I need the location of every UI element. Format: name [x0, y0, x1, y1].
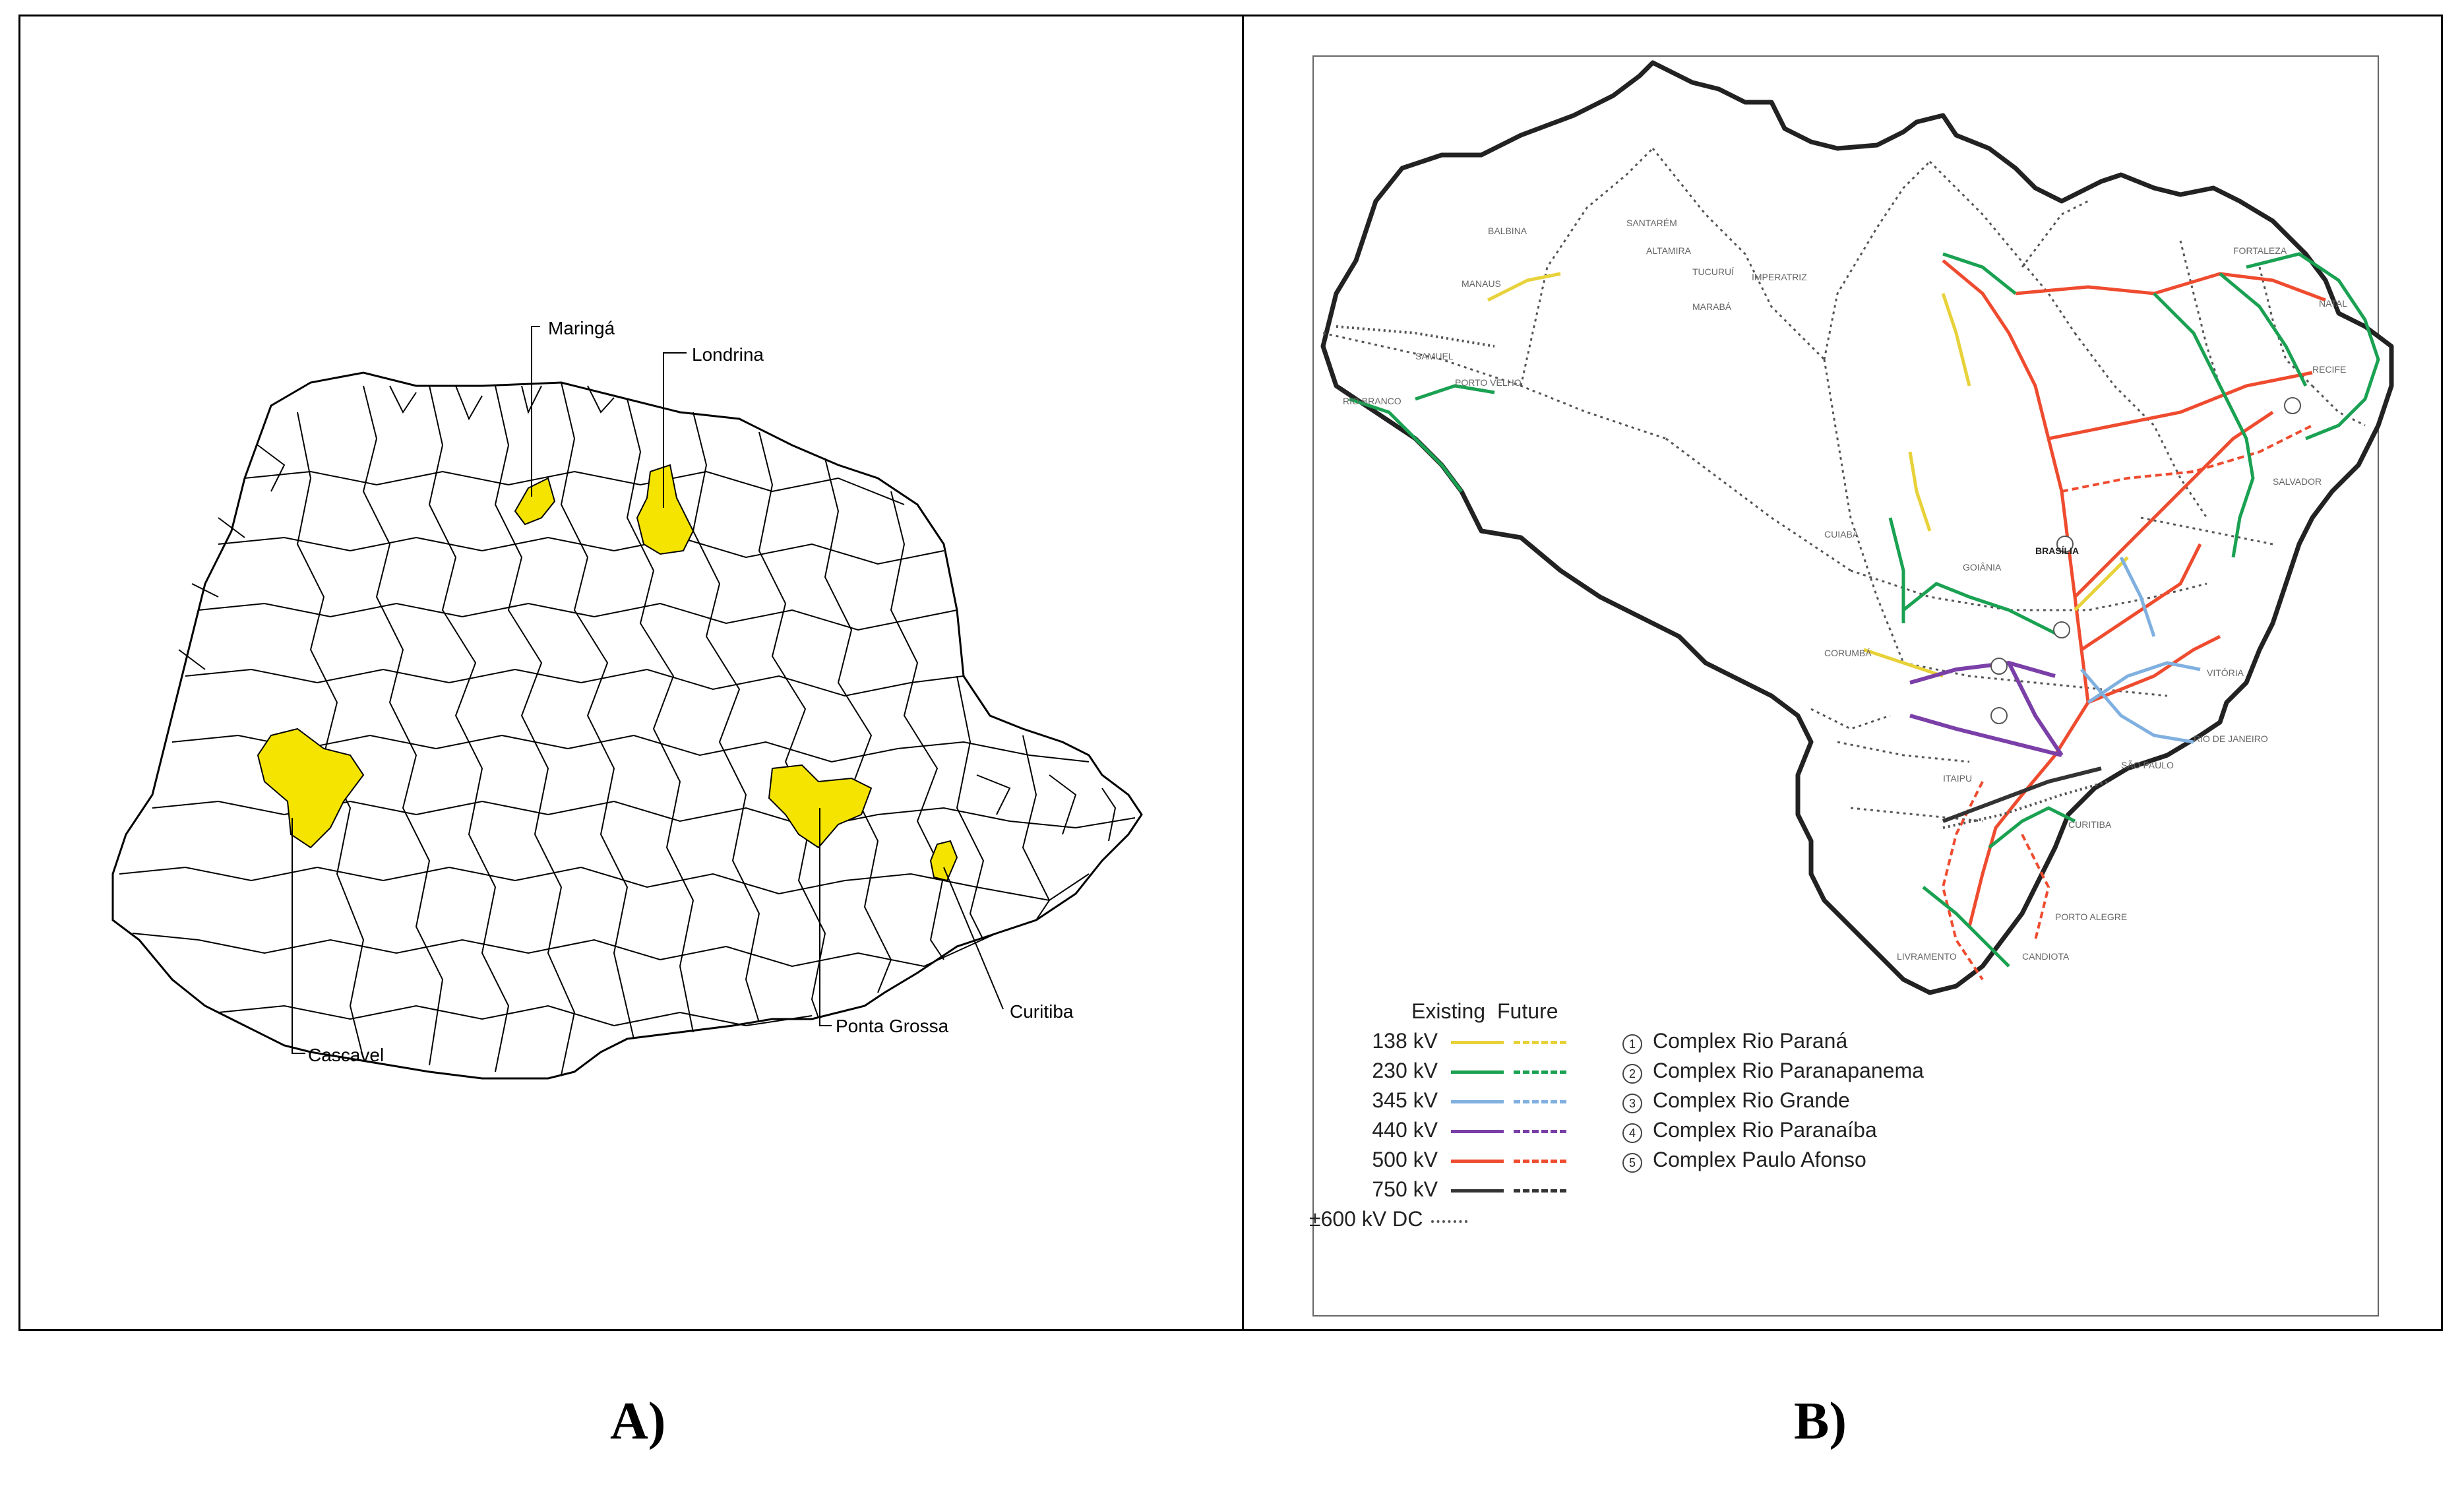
- place-fortaleza: FORTALEZA: [2233, 245, 2287, 256]
- complex-item-4: 4 Complex Rio Paranaíba: [1622, 1118, 1877, 1143]
- brazil-outline: [1320, 60, 2394, 995]
- swatch-future-750: [1514, 1189, 1566, 1193]
- transmission-lines-500kv: [1942, 259, 2326, 927]
- curitiba-highlight: [929, 840, 958, 882]
- place-livramento: LIVRAMENTO: [1897, 951, 1957, 962]
- transmission-lines-600kv-dc: [1336, 325, 2109, 829]
- transmission-lines-750kv: [1942, 766, 2102, 823]
- transmission-lines-500kv-future: [1941, 424, 2313, 981]
- place-manaus: MANAUS: [1462, 278, 1501, 289]
- legend-row-138: 138 kV: [1312, 1029, 1576, 1055]
- place-maraba: MARABÁ: [1692, 301, 1732, 312]
- place-labels: SAMUEL MANAUS BALBINA SANTARÉM ALTAMIRA …: [1343, 218, 2347, 962]
- ponta-grossa-leader: [819, 808, 832, 1026]
- swatch-existing-138: [1451, 1041, 1504, 1044]
- legend-row-440: 440 kV: [1312, 1118, 1576, 1144]
- city-leader-lines: [292, 326, 1004, 1054]
- place-porto-velho: PORTO VELHO: [1455, 377, 1522, 388]
- legend-future-header: Future: [1497, 999, 1558, 1023]
- place-vitoria: VITÓRIA: [2207, 667, 2244, 678]
- place-salvador: SALVADOR: [2273, 476, 2322, 487]
- swatch-existing-440: [1451, 1130, 1504, 1133]
- swatch-future-440: [1514, 1130, 1566, 1133]
- place-cuiaba: CUIABÁ: [1824, 529, 1859, 540]
- complex-number-circle: 5: [1622, 1153, 1642, 1173]
- city-label-curitiba: Curitiba: [1010, 1001, 1074, 1022]
- place-sao-paulo: SÃO PAULO: [2121, 760, 2174, 770]
- legend-row-230: 230 kV: [1312, 1059, 1576, 1085]
- panel-a-map: Maringá Londrina Cascavel Ponta Grossa C…: [111, 318, 1143, 1080]
- place-rio-de-janeiro: RIO DE JANEIRO: [2194, 733, 2268, 744]
- complex-item-3: 3 Complex Rio Grande: [1622, 1088, 1850, 1113]
- place-natal: NATAL: [2319, 298, 2347, 309]
- complex-item-2: 2 Complex Rio Paranapanema: [1622, 1059, 1924, 1084]
- city-label-londrina: Londrina: [692, 344, 764, 365]
- place-brasilia: BRASÍLIA: [2035, 545, 2079, 556]
- complex-item-1: 1 Complex Rio Paraná: [1622, 1029, 1847, 1054]
- londrina-highlight: [636, 464, 694, 555]
- swatch-future-500: [1514, 1160, 1566, 1163]
- panel-a-label: A): [610, 1392, 666, 1450]
- transmission-lines-138kv: [1487, 272, 2129, 678]
- swatch-existing-500: [1451, 1160, 1504, 1163]
- complex-markers: [1990, 397, 2301, 724]
- place-tucurui: TUCURUÍ: [1692, 266, 1734, 277]
- panel-b-inner-frame: [1312, 55, 2379, 1317]
- legend: Existing Future 138 kV 230 kV 345 kV 440…: [1309, 999, 2038, 1250]
- transmission-lines-230kv: [1349, 252, 2380, 968]
- legend-row-600dc: ±600 kV DC: [1309, 1207, 1576, 1233]
- maringa-highlight: [514, 477, 556, 526]
- complex-number-circle: 1: [1622, 1034, 1642, 1054]
- swatch-600dc: [1431, 1220, 1467, 1223]
- legend-row-500: 500 kV: [1312, 1148, 1576, 1174]
- complex-number-circle: 4: [1622, 1123, 1642, 1143]
- city-label-maringa: Maringá: [548, 318, 615, 338]
- highlighted-municipalities: [257, 464, 958, 882]
- cascavel-leader: [292, 818, 305, 1054]
- complex-number-circle: 2: [1622, 1064, 1642, 1084]
- transmission-lines-440kv: [1909, 660, 2064, 757]
- place-recife: RECIFE: [2312, 364, 2346, 375]
- place-balbina: BALBINA: [1488, 226, 1527, 236]
- place-candiota: CANDIOTA: [2022, 951, 2070, 962]
- swatch-future-345: [1514, 1100, 1566, 1103]
- parana-state-outline: [111, 371, 1143, 1080]
- ponta-grossa-highlight: [768, 764, 873, 849]
- figure-frame: [18, 15, 2443, 1331]
- swatch-future-138: [1514, 1041, 1566, 1044]
- place-samuel: SAMUEL: [1415, 351, 1454, 361]
- municipality-boundaries: [119, 382, 1136, 1076]
- londrina-leader: [663, 352, 687, 508]
- maringa-leader: [531, 326, 540, 497]
- place-altamira: ALTAMIRA: [1646, 245, 1692, 256]
- place-curitiba-b: CURITIBA: [2068, 819, 2112, 830]
- legend-row-750: 750 kV: [1312, 1177, 1576, 1204]
- panel-b-label: B): [1794, 1392, 1847, 1450]
- place-rio-branco: RIO BRANCO: [1343, 396, 1401, 406]
- curitiba-leader: [943, 867, 1004, 1010]
- panel-divider: [1242, 15, 1244, 1331]
- legend-existing-header: Existing: [1411, 999, 1486, 1023]
- place-imperatriz: IMPERATRIZ: [1752, 272, 1807, 282]
- place-goiania: GOIÂNIA: [1963, 562, 2002, 573]
- transmission-lines-345kv: [2080, 556, 2201, 744]
- place-santarem: SANTARÉM: [1626, 218, 1677, 228]
- swatch-existing-345: [1451, 1100, 1504, 1103]
- complex-number-circle: 3: [1622, 1094, 1642, 1113]
- swatch-existing-750: [1451, 1189, 1504, 1193]
- cascavel-highlight: [257, 728, 365, 849]
- complex-item-5: 5 Complex Paulo Afonso: [1622, 1148, 1866, 1173]
- swatch-existing-230: [1451, 1070, 1504, 1074]
- legend-row-345: 345 kV: [1312, 1088, 1576, 1115]
- panel-b-map: SAMUEL MANAUS BALBINA SANTARÉM ALTAMIRA …: [1312, 55, 2394, 1317]
- city-label-cascavel: Cascavel: [308, 1045, 384, 1065]
- place-porto-alegre: PORTO ALEGRE: [2055, 912, 2127, 922]
- city-label-ponta-grossa: Ponta Grossa: [836, 1016, 949, 1036]
- place-itaipu: ITAIPU: [1943, 773, 1972, 784]
- swatch-future-230: [1514, 1070, 1566, 1074]
- place-corumba: CORUMBÁ: [1824, 648, 1872, 658]
